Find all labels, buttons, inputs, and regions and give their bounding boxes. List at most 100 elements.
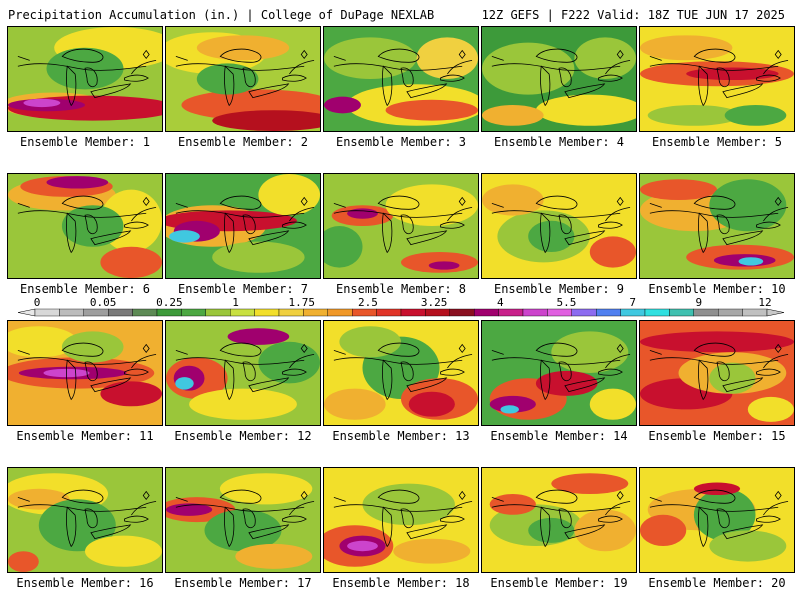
great-lakes-outline (774, 490, 782, 501)
great-lakes-outline (333, 350, 346, 355)
great-lakes-outline (248, 83, 290, 99)
great-lakes-outline (649, 203, 662, 208)
colorbar-swatch (400, 308, 426, 317)
ensemble-member-map-6 (7, 173, 163, 279)
great-lakes-outline (722, 377, 764, 393)
great-lakes-outline (142, 490, 150, 501)
colorbar-swatch (669, 308, 695, 317)
ensemble-member-label: Ensemble Member: 20 (648, 576, 786, 590)
great-lakes-outline (491, 210, 621, 218)
precip-field-18 (324, 483, 473, 567)
colorbar-swatch (59, 308, 85, 317)
great-lakes-outline (66, 359, 77, 401)
great-lakes-outline (131, 500, 157, 516)
precip-field-7 (166, 174, 320, 273)
colorbar-tick-label: 4 (497, 296, 504, 309)
colorbar-swatch (34, 308, 60, 317)
great-lakes-outline (763, 59, 789, 75)
great-lakes-outline (447, 500, 473, 516)
great-lakes-outline (248, 524, 290, 540)
ensemble-member-label: Ensemble Member: 13 (332, 429, 470, 443)
precip-field-1 (8, 27, 162, 121)
ensemble-member-map-10 (639, 173, 795, 279)
precip-contour (347, 208, 378, 219)
great-lakes-outline (90, 377, 132, 393)
great-lakes-outline (558, 361, 572, 382)
great-lakes-outline (458, 196, 466, 207)
great-lakes-outline (282, 221, 307, 229)
colorbar-swatch (352, 308, 377, 317)
great-lakes-outline (175, 497, 188, 502)
ensemble-member-map-11 (7, 320, 163, 426)
great-lakes-outline (289, 500, 315, 516)
precip-contour (347, 540, 378, 552)
precip-contour (482, 105, 544, 126)
precip-field-12 (166, 328, 320, 420)
ensemble-member-map-13 (323, 320, 479, 426)
ensemble-member-map-19 (481, 467, 637, 573)
great-lakes-outline (175, 56, 188, 61)
great-lakes-outline (693, 195, 736, 210)
precip-contour (46, 176, 109, 189)
precip-contour (100, 381, 162, 407)
great-lakes-outline (61, 489, 104, 504)
great-lakes-outline (693, 342, 736, 357)
precip-contour (100, 246, 162, 278)
great-lakes-outline (440, 221, 465, 229)
great-lakes-outline (142, 343, 150, 354)
great-lakes-outline (61, 48, 104, 63)
colorbar-swatch (107, 308, 133, 317)
ensemble-member-label: Ensemble Member: 12 (174, 429, 312, 443)
colorbar-swatch (693, 308, 719, 317)
great-lakes-outline (763, 353, 789, 369)
precip-contour (196, 35, 290, 61)
precip-field-2 (166, 32, 320, 131)
precip-field-6 (8, 176, 162, 278)
precip-contour (61, 331, 124, 363)
ensemble-member-map-14 (481, 320, 637, 426)
great-lakes-outline (400, 508, 414, 529)
precip-contour (482, 184, 544, 216)
great-lakes-outline (447, 353, 473, 369)
ensemble-member-label: Ensemble Member: 5 (651, 135, 783, 149)
great-lakes-outline (649, 357, 779, 365)
great-lakes-outline (219, 342, 262, 357)
precip-field-13 (324, 326, 478, 420)
great-lakes-outline (716, 361, 730, 382)
ensemble-member-map-15 (639, 320, 795, 426)
precip-contour (85, 535, 162, 567)
colorbar-min-arrow (17, 308, 36, 317)
great-lakes-outline (333, 203, 346, 208)
precip-contour (428, 261, 460, 270)
great-lakes-outline (605, 59, 631, 75)
great-lakes-outline (564, 377, 606, 393)
great-lakes-outline (491, 350, 504, 355)
great-lakes-outline (377, 195, 420, 210)
colorbar-tick-label: 5.5 (557, 296, 577, 309)
precip-contour (724, 105, 787, 126)
great-lakes-outline (406, 377, 448, 393)
precip-contour (339, 326, 401, 358)
precip-contour (535, 370, 598, 396)
great-lakes-outline (756, 74, 781, 82)
great-lakes-outline (17, 497, 30, 502)
colorbar-tick-label: 0 (34, 296, 41, 309)
great-lakes-outline (406, 83, 448, 99)
great-lakes-outline (61, 342, 104, 357)
ensemble-member-map-18 (323, 467, 479, 573)
precip-contour (574, 37, 636, 79)
ensemble-member-label: Ensemble Member: 9 (493, 282, 625, 296)
great-lakes-outline (17, 504, 147, 512)
great-lakes-outline (540, 212, 551, 254)
precip-contour (324, 96, 361, 114)
great-lakes-outline (558, 67, 572, 88)
precip-contour (258, 341, 320, 384)
great-lakes-outline (242, 361, 256, 382)
ensemble-member-label: Ensemble Member: 2 (177, 135, 309, 149)
great-lakes-outline (175, 203, 188, 208)
great-lakes-outline (142, 196, 150, 207)
ensemble-member-label: Ensemble Member: 16 (16, 576, 154, 590)
great-lakes-outline (564, 83, 606, 99)
great-lakes-outline (282, 74, 307, 82)
great-lakes-outline (333, 497, 346, 502)
